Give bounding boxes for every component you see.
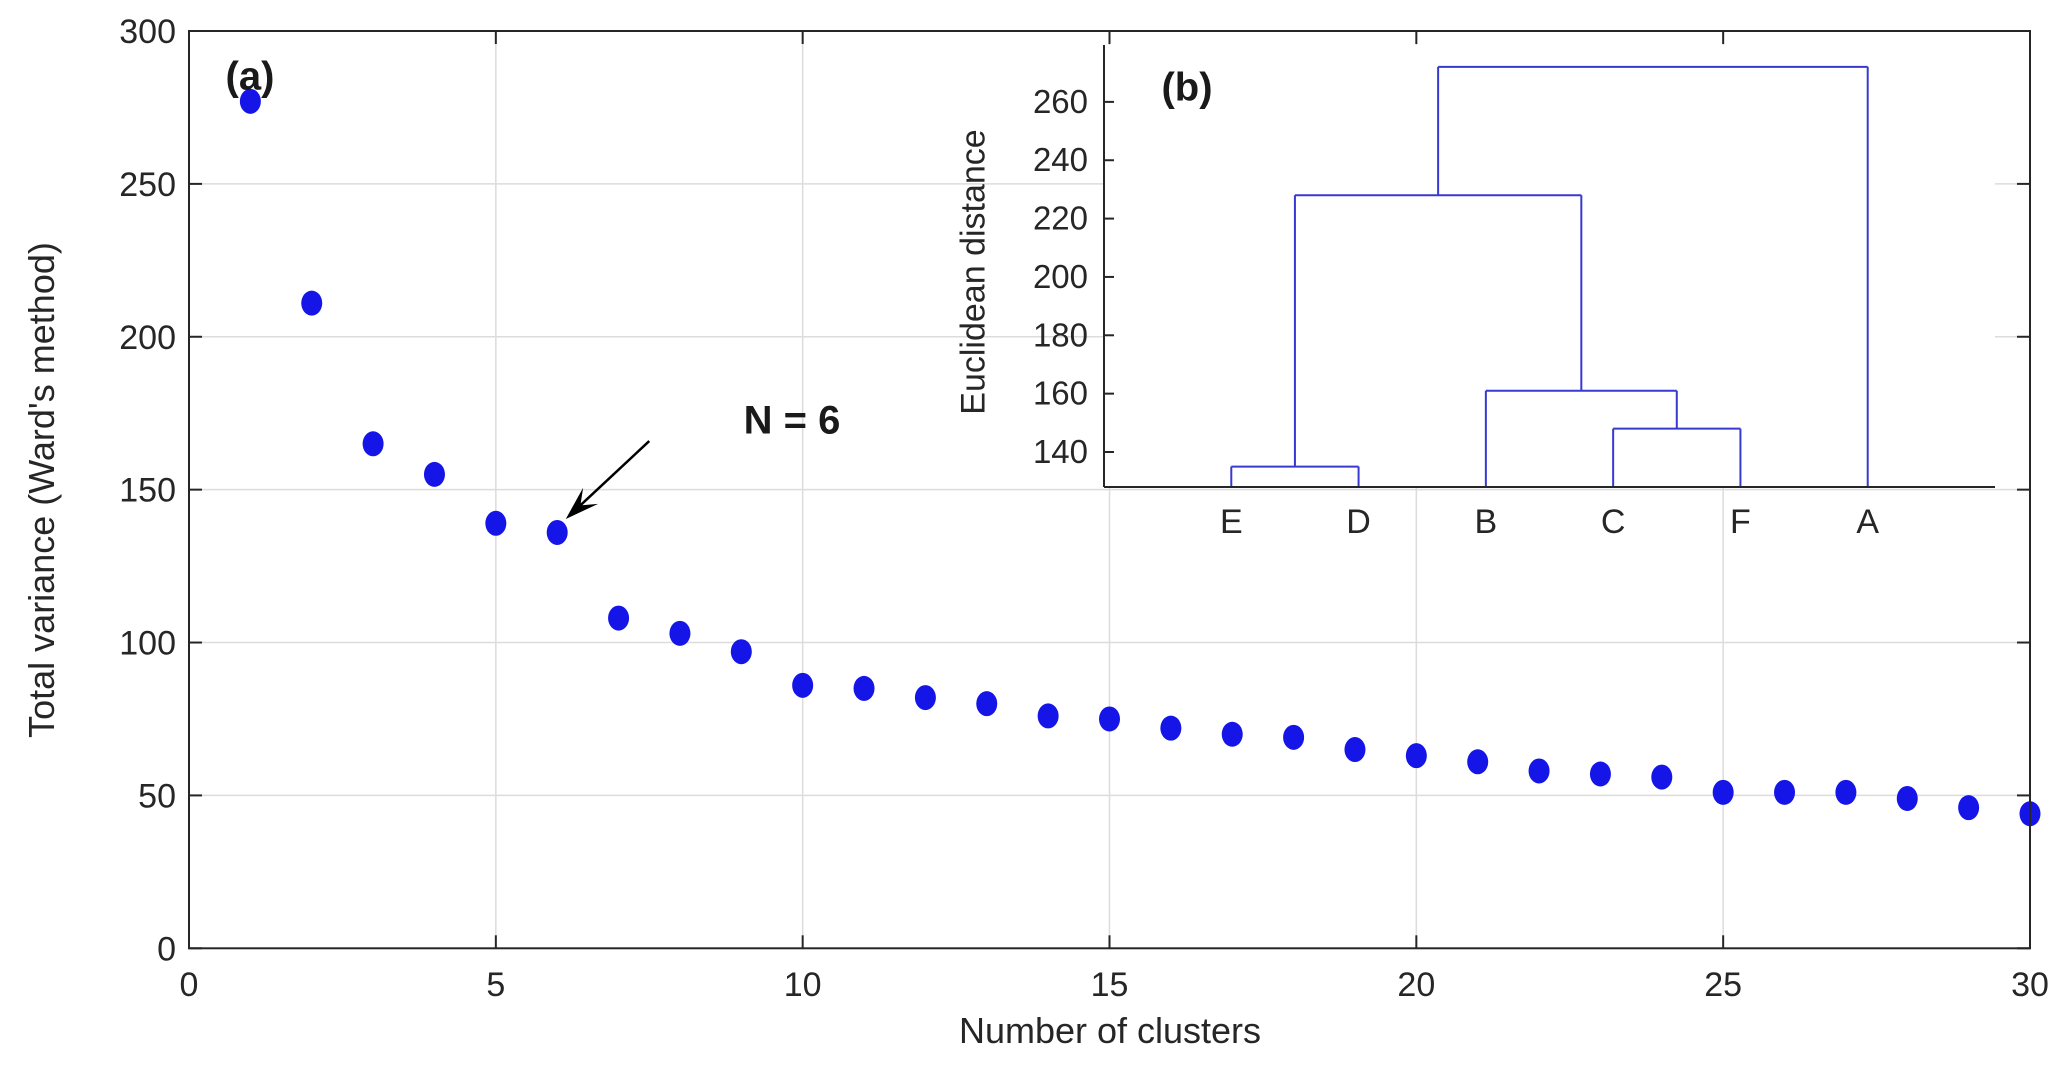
scatter-point	[1589, 761, 1611, 787]
scatter-point	[301, 290, 323, 316]
x-tick-label: 20	[1397, 966, 1435, 1004]
scatter-point	[423, 461, 445, 487]
scatter-point	[362, 431, 384, 457]
inset-leaf-label: D	[1346, 503, 1371, 541]
scatter-point	[1712, 779, 1734, 805]
x-tick-label: 25	[1704, 966, 1742, 1004]
x-tick-label: 15	[1091, 966, 1129, 1004]
scatter-point	[608, 605, 630, 631]
y-tick-label: 150	[119, 472, 176, 510]
x-tick-label: 0	[180, 966, 199, 1004]
inset-leaf-label: C	[1601, 503, 1626, 541]
scatter-point	[1467, 749, 1489, 775]
annotation-arrow-shaft	[579, 440, 651, 507]
scatter-point	[1160, 715, 1182, 741]
panel-b-label: (b)	[1161, 65, 1213, 110]
inset-y-tick-label: 200	[1033, 258, 1088, 295]
y-tick-label: 300	[119, 13, 176, 51]
scatter-point	[1405, 743, 1427, 769]
scatter-point	[669, 620, 691, 646]
scatter-point	[976, 691, 998, 717]
scatter-point	[1099, 706, 1120, 732]
scatter-point	[1835, 779, 1857, 805]
y-tick-label: 100	[119, 625, 176, 663]
y-axis-title: Total variance (Ward's method)	[21, 242, 62, 738]
inset-leaf-label: F	[1730, 503, 1751, 541]
x-tick-label: 5	[486, 966, 505, 1004]
inset-y-tick-label: 260	[1033, 83, 1088, 120]
inset-y-tick-label: 220	[1033, 200, 1088, 237]
scatter-point	[1896, 785, 1918, 811]
scatter-point	[1651, 764, 1673, 790]
y-tick-label: 250	[119, 166, 176, 204]
inset-leaf-label: B	[1475, 503, 1498, 541]
panel-a-label: (a)	[225, 54, 275, 99]
annotation-n6: N = 6	[743, 398, 841, 443]
scatter-point	[546, 519, 568, 545]
inset-y-axis-title: Euclidean distance	[954, 129, 993, 415]
scatter-point	[1221, 721, 1243, 747]
inset-y-tick-label: 140	[1033, 433, 1088, 470]
scatter-point	[1283, 724, 1305, 750]
inset-y-tick-label: 240	[1033, 141, 1088, 178]
x-axis-title: Number of clusters	[958, 1010, 1262, 1051]
y-tick-label: 200	[119, 319, 176, 357]
y-tick-label: 0	[157, 930, 176, 968]
scatter-point	[914, 685, 936, 711]
inset-background	[1104, 45, 1995, 487]
scatter-point	[1037, 703, 1059, 729]
inset-y-tick-label: 180	[1033, 316, 1088, 353]
scatter-point	[1528, 758, 1550, 784]
scatter-point	[1774, 779, 1796, 805]
scatter-point	[792, 672, 814, 698]
scatter-point	[485, 510, 507, 536]
annotation-arrow-head	[565, 487, 599, 520]
scatter-point	[853, 675, 875, 701]
x-tick-label: 30	[2011, 966, 2049, 1004]
inset-leaf-label: A	[1856, 503, 1879, 541]
scatter-point	[1958, 795, 1980, 821]
scatter-point	[730, 639, 752, 665]
scatter-point	[1344, 737, 1366, 763]
x-tick-label: 10	[784, 966, 822, 1004]
scatter-point	[239, 88, 261, 114]
inset-leaf-label: E	[1220, 503, 1243, 541]
y-tick-label: 50	[138, 777, 176, 815]
inset-y-tick-label: 160	[1033, 375, 1088, 412]
